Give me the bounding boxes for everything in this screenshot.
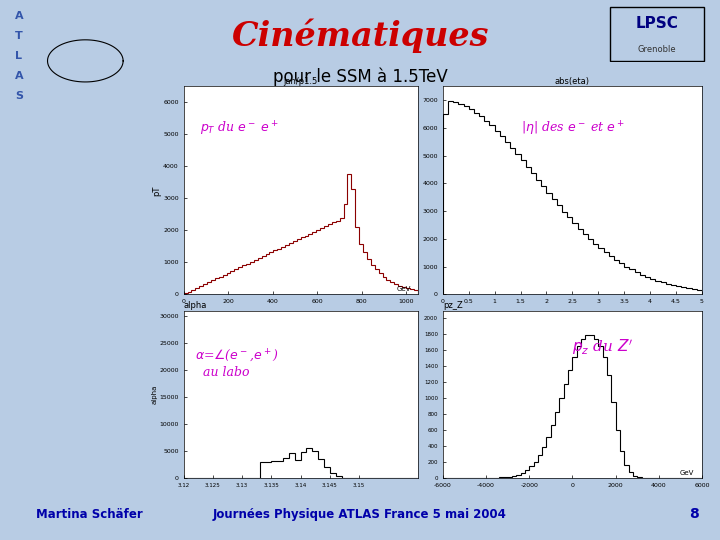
Text: GeV: GeV	[680, 470, 694, 476]
Text: T: T	[14, 31, 22, 41]
Title: abs(eta): abs(eta)	[555, 77, 590, 86]
Text: 8: 8	[688, 507, 698, 521]
Text: Journées Physique ATLAS France 5 mai 2004: Journées Physique ATLAS France 5 mai 200…	[213, 508, 507, 521]
Text: A: A	[14, 71, 23, 81]
Text: Grenoble: Grenoble	[638, 45, 676, 54]
Y-axis label: pT: pT	[153, 185, 162, 195]
Text: Martina Schäfer: Martina Schäfer	[36, 508, 143, 521]
Text: pour le SSM à 1.5TeV: pour le SSM à 1.5TeV	[273, 68, 447, 86]
Text: pz_Z: pz_Z	[443, 301, 462, 310]
Text: LPSC: LPSC	[636, 16, 678, 31]
Text: A: A	[14, 11, 23, 21]
Text: S: S	[14, 91, 23, 101]
Text: alpha: alpha	[184, 301, 207, 310]
Text: $\alpha$=$\angle$($e^-$,$e^+$)
  au labo: $\alpha$=$\angle$($e^-$,$e^+$) au labo	[195, 347, 279, 379]
Text: $p_z$ du $Z^\prime$: $p_z$ du $Z^\prime$	[572, 338, 634, 357]
Y-axis label: alpha: alpha	[152, 384, 158, 404]
Text: $p_T$ du $e^-$ $e^+$: $p_T$ du $e^-$ $e^+$	[200, 120, 279, 138]
Text: L: L	[14, 51, 22, 61]
Text: $|\eta|$ des $e^-$ et $e^+$: $|\eta|$ des $e^-$ et $e^+$	[521, 120, 625, 138]
Text: Cinématiques: Cinématiques	[231, 19, 489, 53]
Title: jan/p1.5: jan/p1.5	[284, 77, 318, 86]
Text: GeV: GeV	[396, 286, 410, 292]
